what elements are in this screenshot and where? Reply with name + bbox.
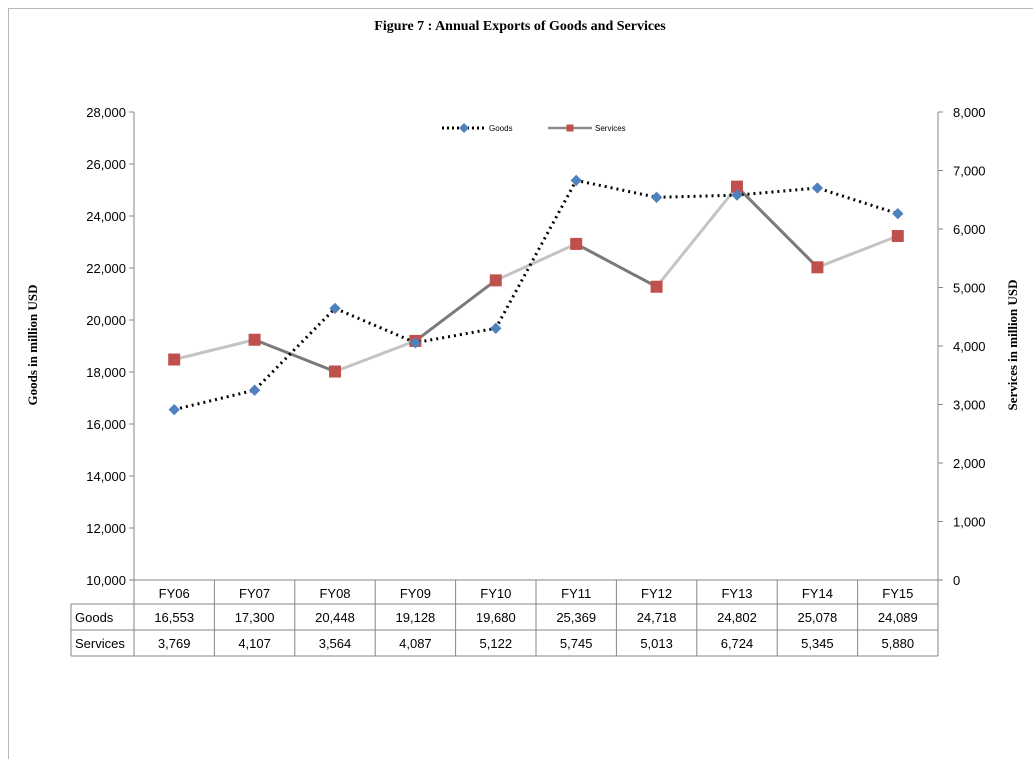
- x-axis-category-label: FY10: [480, 586, 511, 601]
- y-axis-left-tick-label: 22,000: [86, 261, 126, 276]
- table-cell: 19,128: [396, 610, 436, 625]
- services-data-point: [731, 180, 743, 193]
- services-line-segment: [495, 242, 577, 282]
- y-axis-right-tick-label: 2,000: [953, 456, 986, 471]
- legend-services-label: Services: [595, 124, 626, 133]
- goods-series: [168, 174, 904, 416]
- services-data-point: [329, 365, 341, 378]
- table-cell: 20,448: [315, 610, 355, 625]
- y-axis-right-tick-label: 3,000: [953, 398, 986, 413]
- services-data-point: [168, 353, 181, 366]
- table-cell: 24,802: [717, 610, 757, 625]
- services-data-point: [248, 333, 261, 346]
- services-line-segment: [575, 242, 658, 289]
- legend-goods-marker: [459, 123, 469, 133]
- services-line-segment: [735, 185, 819, 269]
- y-axis-right-tick-label: 4,000: [953, 339, 986, 354]
- services-line-segment: [254, 338, 336, 373]
- services-data-point: [891, 230, 904, 243]
- y-axis-left-tick-label: 26,000: [86, 157, 126, 172]
- x-axis-category-label: FY08: [319, 586, 350, 601]
- y-axis-left-tick-label: 16,000: [86, 417, 126, 432]
- data-table: FY06 FY07 FY08 FY09 FY10 FY11 FY12 FY13 FY14 FY15…: [70, 579, 939, 657]
- table-cell: 4,087: [399, 636, 432, 651]
- legend-services-marker: [566, 124, 574, 132]
- y-axis-right-title: Services in million USD: [1005, 279, 1020, 410]
- chart-frame: [8, 8, 1033, 759]
- table-cell: 3,769: [158, 636, 191, 651]
- services-line-segment: [414, 279, 497, 343]
- table-cell: 5,013: [640, 636, 673, 651]
- services-series: [168, 180, 904, 378]
- y-axis-left-tick-label: 24,000: [86, 209, 126, 224]
- x-axis-category-label: FY13: [721, 586, 752, 601]
- table-cell: 17,300: [235, 610, 275, 625]
- x-axis-category-label: FY07: [239, 586, 270, 601]
- y-axis-left-tick-label: 20,000: [86, 313, 126, 328]
- y-axis-right-tick-label: 5,000: [953, 281, 986, 296]
- table-cell: 24,089: [878, 610, 918, 625]
- goods-data-point: [731, 189, 743, 201]
- table-cell: 19,680: [476, 610, 516, 625]
- goods-data-point: [811, 182, 824, 194]
- y-axis-left-tick-label: 14,000: [86, 469, 126, 484]
- services-line-segment: [816, 234, 899, 269]
- goods-data-point: [892, 208, 904, 220]
- goods-data-point: [570, 174, 582, 187]
- y-axis-left-ticks: 10,000 12,000 14,000 16,000 18,000 20,000 22,0…: [86, 105, 134, 588]
- y-axis-left-tick-label: 12,000: [86, 521, 126, 536]
- goods-data-point: [409, 337, 422, 349]
- table-cell: 16,553: [154, 610, 194, 625]
- table-cell: 5,880: [882, 636, 915, 651]
- services-line-segment: [173, 338, 255, 361]
- table-cell: 25,078: [798, 610, 838, 625]
- y-axis-right-tick-label: 1,000: [953, 515, 986, 530]
- goods-data-point: [168, 403, 180, 416]
- y-axis-left-tick-label: 28,000: [86, 105, 126, 120]
- table-cell: 3,564: [319, 636, 352, 651]
- y-axis-right-tick-label: 6,000: [953, 222, 986, 237]
- y-axis-left-tick-label: 18,000: [86, 365, 126, 380]
- goods-data-point: [490, 322, 502, 334]
- services-data-point: [489, 274, 502, 287]
- axes: [133, 112, 939, 580]
- table-cell: 4,107: [238, 636, 271, 651]
- y-axis-right-tick-label: 0: [953, 573, 960, 588]
- x-axis-category-label: FY14: [802, 586, 833, 601]
- table-row-label: Services: [75, 636, 125, 651]
- table-cell: 5,345: [801, 636, 834, 651]
- y-axis-right-tick-label: 8,000: [953, 105, 986, 120]
- chart-title: Figure 7 : Annual Exports of Goods and S…: [374, 19, 666, 34]
- goods-data-point: [248, 384, 261, 396]
- services-data-point: [570, 237, 583, 250]
- services-line-segment: [655, 185, 739, 288]
- x-axis-category-label: FY15: [882, 586, 913, 601]
- y-axis-left-tick-label: 10,000: [86, 573, 126, 588]
- legend-goods-label: Goods: [489, 124, 513, 133]
- table-cell: 5,122: [480, 636, 513, 651]
- services-data-point: [650, 280, 663, 293]
- x-axis-category-label: FY06: [159, 586, 190, 601]
- y-axis-left-title: Goods in million USD: [25, 284, 40, 405]
- table-cell: 25,369: [556, 610, 596, 625]
- services-line-segment: [334, 339, 416, 373]
- x-axis-category-label: FY09: [400, 586, 431, 601]
- services-data-point: [811, 261, 824, 274]
- legend: Goods Services: [442, 123, 626, 133]
- goods-data-point: [650, 191, 663, 203]
- goods-line: [173, 178, 899, 412]
- y-axis-right-tick-label: 7,000: [953, 164, 986, 179]
- table-cell: 5,745: [560, 636, 593, 651]
- table-cell: 24,718: [637, 610, 677, 625]
- x-axis-category-label: FY11: [561, 586, 591, 601]
- table-row-label: Goods: [75, 610, 114, 625]
- goods-data-point: [329, 302, 341, 315]
- x-axis-category-label: FY12: [641, 586, 672, 601]
- table-cell: 6,724: [721, 636, 754, 651]
- y-axis-right-ticks: 0 1,000 2,000 3,000 4,000 5,000 6,000 7,000 8,00…: [938, 105, 986, 588]
